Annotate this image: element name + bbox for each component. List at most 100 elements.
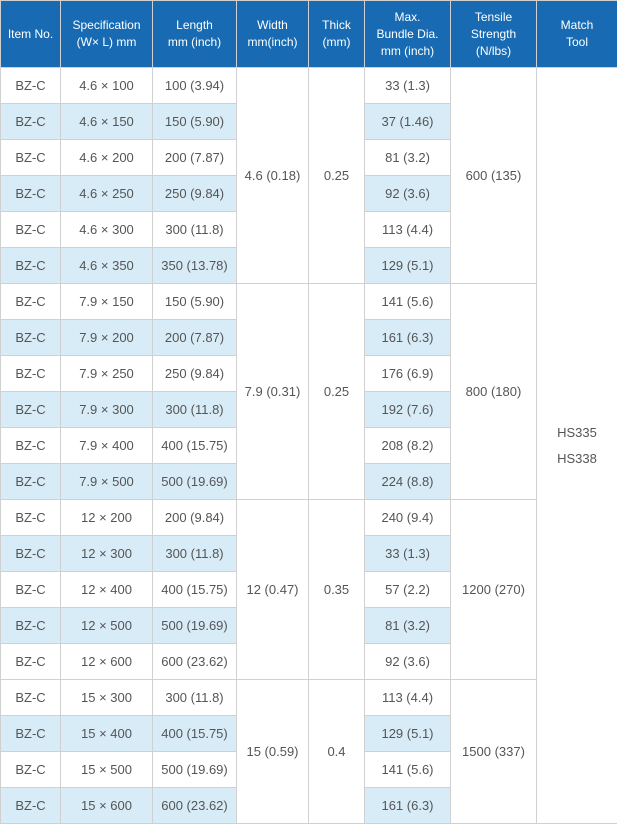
cell-max-bundle: 161 (6.3) — [365, 788, 451, 824]
cell-thick: 0.25 — [309, 284, 365, 500]
header-thick: Thick(mm) — [309, 1, 365, 68]
cell-length: 500 (19.69) — [153, 752, 237, 788]
cell-length: 600 (23.62) — [153, 788, 237, 824]
table-row: BZ-C12 × 200200 (9.84)12 (0.47)0.35240 (… — [1, 500, 617, 536]
cell-specification: 4.6 × 150 — [61, 104, 153, 140]
header-tensile: TensileStrength(N/lbs) — [451, 1, 537, 68]
cell-specification: 4.6 × 350 — [61, 248, 153, 284]
cell-item-no: BZ-C — [1, 104, 61, 140]
cell-item-no: BZ-C — [1, 176, 61, 212]
cell-thick: 0.25 — [309, 68, 365, 284]
cell-max-bundle: 161 (6.3) — [365, 320, 451, 356]
cell-length: 100 (3.94) — [153, 68, 237, 104]
cell-width: 4.6 (0.18) — [237, 68, 309, 284]
cell-item-no: BZ-C — [1, 500, 61, 536]
cell-max-bundle: 33 (1.3) — [365, 68, 451, 104]
cell-length: 150 (5.90) — [153, 284, 237, 320]
cell-specification: 4.6 × 200 — [61, 140, 153, 176]
cell-length: 500 (19.69) — [153, 464, 237, 500]
cell-item-no: BZ-C — [1, 356, 61, 392]
cell-max-bundle: 37 (1.46) — [365, 104, 451, 140]
cell-length: 350 (13.78) — [153, 248, 237, 284]
header-specification: Specification(W× L) mm — [61, 1, 153, 68]
cell-item-no: BZ-C — [1, 392, 61, 428]
cell-item-no: BZ-C — [1, 608, 61, 644]
cell-max-bundle: 141 (5.6) — [365, 752, 451, 788]
cell-item-no: BZ-C — [1, 284, 61, 320]
cell-specification: 15 × 400 — [61, 716, 153, 752]
table-row: BZ-C4.6 × 100100 (3.94)4.6 (0.18)0.2533 … — [1, 68, 617, 104]
cell-width: 12 (0.47) — [237, 500, 309, 680]
cell-thick: 0.4 — [309, 680, 365, 824]
cell-max-bundle: 33 (1.3) — [365, 536, 451, 572]
cell-length: 400 (15.75) — [153, 572, 237, 608]
cell-length: 200 (7.87) — [153, 140, 237, 176]
cell-length: 150 (5.90) — [153, 104, 237, 140]
cell-length: 400 (15.75) — [153, 428, 237, 464]
cell-width: 7.9 (0.31) — [237, 284, 309, 500]
cell-length: 200 (9.84) — [153, 500, 237, 536]
cell-max-bundle: 240 (9.4) — [365, 500, 451, 536]
cell-tensile: 1500 (337) — [451, 680, 537, 824]
cell-max-bundle: 224 (8.8) — [365, 464, 451, 500]
cell-specification: 4.6 × 300 — [61, 212, 153, 248]
cell-max-bundle: 92 (3.6) — [365, 644, 451, 680]
cell-max-bundle: 129 (5.1) — [365, 716, 451, 752]
header-item-no: Item No. — [1, 1, 61, 68]
cell-specification: 7.9 × 500 — [61, 464, 153, 500]
cell-item-no: BZ-C — [1, 788, 61, 824]
cell-specification: 15 × 300 — [61, 680, 153, 716]
cell-max-bundle: 176 (6.9) — [365, 356, 451, 392]
cell-length: 500 (19.69) — [153, 608, 237, 644]
spec-table: Item No. Specification(W× L) mm Lengthmm… — [0, 0, 617, 824]
cell-max-bundle: 81 (3.2) — [365, 608, 451, 644]
cell-specification: 12 × 300 — [61, 536, 153, 572]
cell-specification: 15 × 500 — [61, 752, 153, 788]
cell-item-no: BZ-C — [1, 716, 61, 752]
cell-max-bundle: 113 (4.4) — [365, 212, 451, 248]
cell-specification: 7.9 × 300 — [61, 392, 153, 428]
cell-tensile: 800 (180) — [451, 284, 537, 500]
cell-match-tool: HS335HS338 — [537, 68, 617, 824]
cell-max-bundle: 113 (4.4) — [365, 680, 451, 716]
cell-length: 250 (9.84) — [153, 176, 237, 212]
header-width: Widthmm(inch) — [237, 1, 309, 68]
cell-tensile: 600 (135) — [451, 68, 537, 284]
cell-max-bundle: 129 (5.1) — [365, 248, 451, 284]
cell-tensile: 1200 (270) — [451, 500, 537, 680]
cell-item-no: BZ-C — [1, 68, 61, 104]
cell-length: 300 (11.8) — [153, 392, 237, 428]
cell-max-bundle: 208 (8.2) — [365, 428, 451, 464]
cell-max-bundle: 57 (2.2) — [365, 572, 451, 608]
cell-max-bundle: 192 (7.6) — [365, 392, 451, 428]
header-row: Item No. Specification(W× L) mm Lengthmm… — [1, 1, 617, 68]
cell-specification: 12 × 600 — [61, 644, 153, 680]
cell-specification: 7.9 × 400 — [61, 428, 153, 464]
cell-specification: 12 × 500 — [61, 608, 153, 644]
table-row: BZ-C15 × 300300 (11.8)15 (0.59)0.4113 (4… — [1, 680, 617, 716]
cell-length: 600 (23.62) — [153, 644, 237, 680]
header-max-bundle: Max.Bundle Dia.mm (inch) — [365, 1, 451, 68]
header-match-tool: MatchTool — [537, 1, 617, 68]
cell-max-bundle: 81 (3.2) — [365, 140, 451, 176]
header-length: Lengthmm (inch) — [153, 1, 237, 68]
cell-specification: 12 × 400 — [61, 572, 153, 608]
cell-max-bundle: 92 (3.6) — [365, 176, 451, 212]
cell-length: 200 (7.87) — [153, 320, 237, 356]
table-row: BZ-C7.9 × 150150 (5.90)7.9 (0.31)0.25141… — [1, 284, 617, 320]
cell-item-no: BZ-C — [1, 140, 61, 176]
cell-item-no: BZ-C — [1, 248, 61, 284]
cell-max-bundle: 141 (5.6) — [365, 284, 451, 320]
cell-specification: 4.6 × 100 — [61, 68, 153, 104]
cell-item-no: BZ-C — [1, 212, 61, 248]
cell-item-no: BZ-C — [1, 680, 61, 716]
cell-item-no: BZ-C — [1, 320, 61, 356]
cell-item-no: BZ-C — [1, 536, 61, 572]
cell-length: 300 (11.8) — [153, 536, 237, 572]
cell-thick: 0.35 — [309, 500, 365, 680]
cell-specification: 7.9 × 200 — [61, 320, 153, 356]
cell-length: 300 (11.8) — [153, 212, 237, 248]
cell-specification: 7.9 × 150 — [61, 284, 153, 320]
cell-specification: 7.9 × 250 — [61, 356, 153, 392]
cell-width: 15 (0.59) — [237, 680, 309, 824]
